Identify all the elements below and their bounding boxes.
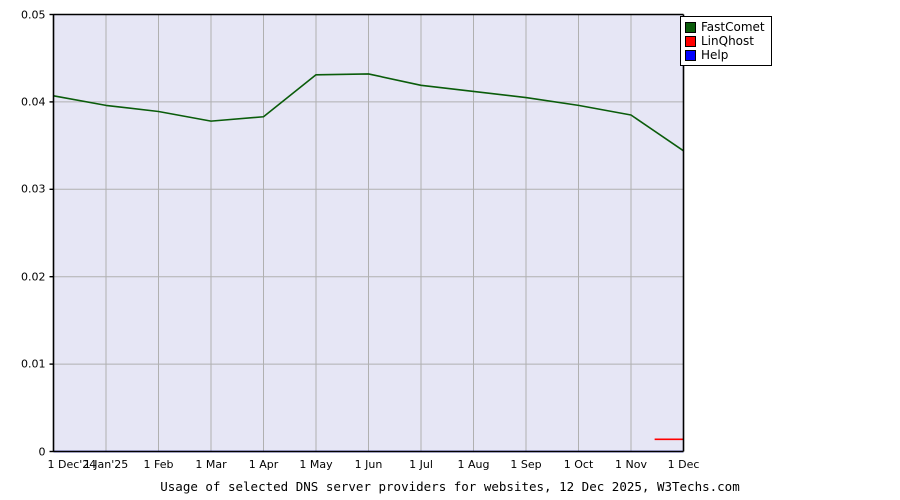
x-tick-label: 1 Feb — [143, 457, 174, 471]
x-tick-label: 1 Dec'24 — [47, 457, 97, 471]
legend-item-linqhost: LinQhost — [685, 34, 765, 48]
x-tick-label: 1 May — [299, 457, 333, 471]
y-tick-label: 0 — [38, 445, 46, 458]
x-tick-label: 1 Jun — [354, 457, 383, 471]
x-tick-label: 1 Sep — [510, 457, 542, 471]
series-line-fastcomet — [53, 73, 684, 152]
x-tick-label: 1 Aug — [457, 457, 490, 471]
x-tick-label: 1 Mar — [195, 457, 227, 471]
y-tick-label: 0.03 — [21, 182, 46, 196]
y-tick-label: 0.05 — [21, 8, 46, 21]
legend-swatch-fastcomet — [685, 21, 696, 33]
x-tick-label: 1 Dec — [667, 457, 700, 471]
chart-legend: FastComet LinQhost Help — [680, 16, 772, 66]
x-tick-label: 1 Jan'25 — [83, 457, 129, 471]
y-tick-label: 0.01 — [21, 357, 46, 371]
chart-caption: Usage of selected DNS server providers f… — [160, 479, 740, 494]
legend-swatch-linqhost — [685, 35, 696, 47]
x-tick-label: 1 Apr — [248, 457, 279, 471]
y-tick-label: 0.04 — [21, 95, 46, 109]
legend-label-fastcomet: FastComet — [701, 20, 765, 34]
legend-item-help: Help — [685, 48, 765, 62]
legend-label-linqhost: LinQhost — [701, 34, 754, 48]
legend-item-fastcomet: FastComet — [685, 20, 765, 34]
x-tick-label: 1 Jul — [409, 457, 433, 471]
x-tick-label: 1 Oct — [563, 457, 594, 471]
y-tick-label: 0.02 — [21, 270, 46, 284]
x-tick-label: 1 Nov — [615, 457, 647, 471]
legend-swatch-help — [685, 49, 696, 61]
legend-label-help: Help — [701, 48, 729, 62]
